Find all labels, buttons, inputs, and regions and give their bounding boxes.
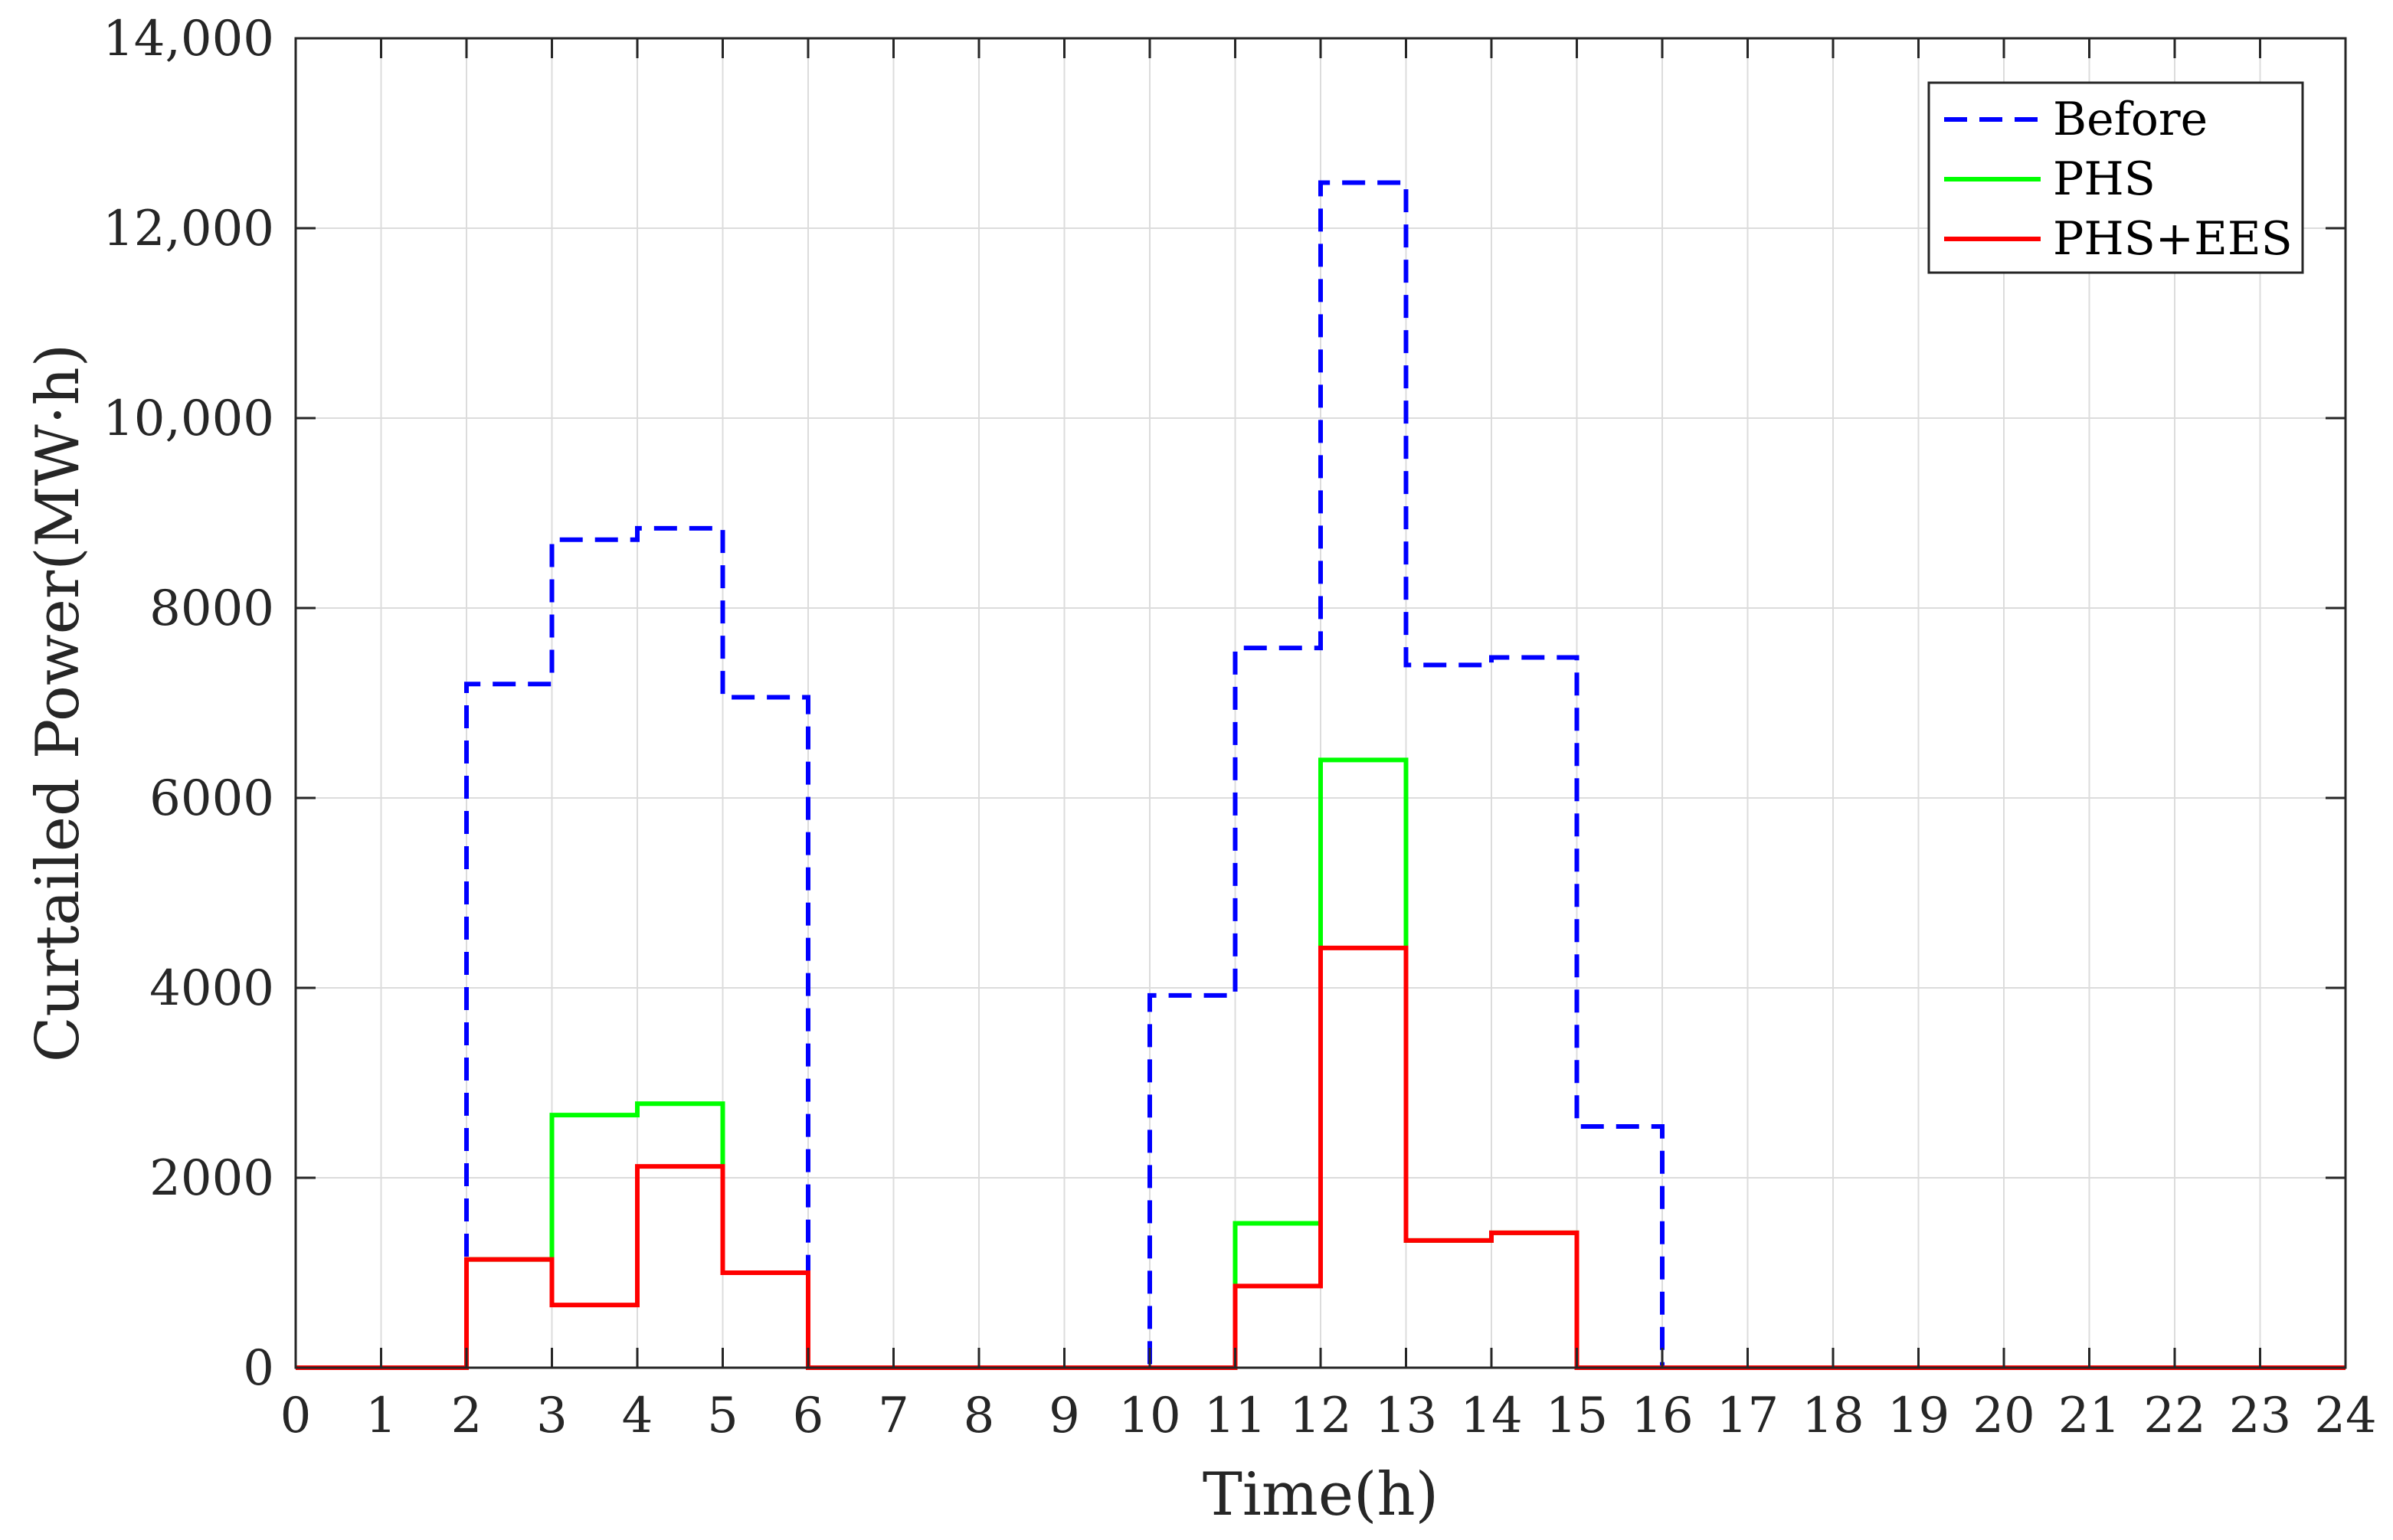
x-tick-label: 3 [536,1388,568,1444]
x-tick-label: 14 [1460,1388,1522,1444]
legend-label: PHS+EES [2053,212,2293,266]
legend: Before PHS PHS+EES [1927,81,2304,274]
x-tick-label: 23 [2229,1388,2291,1444]
y-tick-label: 0 [243,1340,274,1397]
x-tick-label: 9 [1049,1388,1080,1444]
axis-ticks [294,37,2347,1369]
y-tick-label: 10,000 [103,391,274,447]
y-tick-label: 2000 [149,1150,274,1207]
x-tick-label: 13 [1375,1388,1437,1444]
x-tick-label: 12 [1289,1388,1351,1444]
x-tick-label: 20 [1972,1388,2035,1444]
x-tick-label: 21 [2058,1388,2120,1444]
x-tick-label: 10 [1118,1388,1180,1444]
x-tick-label: 15 [1546,1388,1608,1444]
x-tick-label: 17 [1717,1388,1779,1444]
y-tick-label: 4000 [149,960,274,1017]
x-tick-label: 1 [365,1388,397,1444]
x-tick-label: 11 [1204,1388,1266,1444]
x-tick-label: 0 [280,1388,312,1444]
x-tick-label: 2 [451,1388,483,1444]
y-tick-label: 14,000 [103,11,274,67]
x-tick-label: 18 [1802,1388,1864,1444]
y-tick-label: 12,000 [103,201,274,257]
x-axis-label: Time(h) [1203,1460,1439,1529]
x-tick-label: 5 [707,1388,738,1444]
x-tick-label: 16 [1631,1388,1693,1444]
x-tick-label: 22 [2143,1388,2205,1444]
y-tick-label: 6000 [149,770,274,827]
x-tick-label: 4 [622,1388,653,1444]
y-axis-label: Curtailed Power(MW·h) [24,344,93,1062]
x-tick-label: 8 [964,1388,995,1444]
legend-label: PHS [2053,152,2156,206]
x-tick-labels: 0 1 2 3 4 5 6 7 8 9 10 11 12 13 14 15 16 17 18 19 20 21 22 23 24 [280,1388,2377,1444]
x-tick-label: 24 [2314,1388,2376,1444]
x-tick-label: 19 [1887,1388,1949,1444]
x-tick-label: 7 [878,1388,909,1444]
y-tick-labels: 0 2000 4000 6000 8000 10,000 12,000 14,000 [103,11,274,1397]
y-tick-label: 8000 [149,580,274,637]
x-tick-label: 6 [793,1388,824,1444]
legend-label: Before [2053,93,2208,146]
